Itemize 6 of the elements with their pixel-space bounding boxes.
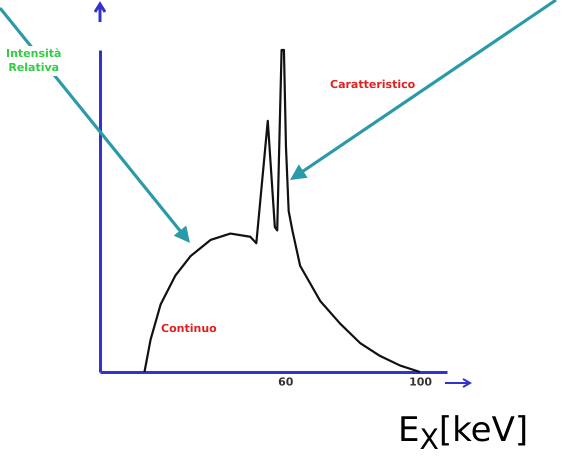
annotation: Caratteristico — [330, 78, 416, 91]
x-axis-title: E$_{X}$[keV] — [398, 410, 528, 458]
annotation: Continuo — [161, 322, 217, 335]
x-tick-label: 60 — [278, 376, 294, 388]
x-tick-label: 100 — [409, 376, 432, 388]
y-axis-title: Intensità Relativa — [4, 46, 64, 76]
